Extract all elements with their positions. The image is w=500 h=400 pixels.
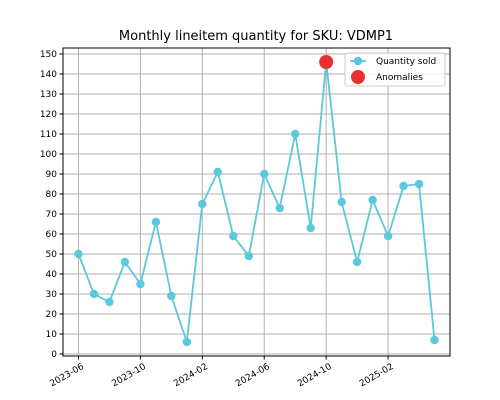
x-tick-label: 2023-06 xyxy=(48,362,86,390)
anomaly-point xyxy=(319,55,334,69)
data-point xyxy=(136,279,145,289)
legend: Quantity sold Anomalies xyxy=(344,52,446,87)
data-point xyxy=(105,297,114,307)
data-point xyxy=(229,231,238,241)
x-tick-label: 2024-06 xyxy=(234,362,272,390)
data-point xyxy=(244,251,253,261)
y-tick-label: 80 xyxy=(46,190,58,200)
y-tick-label: 130 xyxy=(40,90,57,100)
legend-label-quantity-sold: Quantity sold xyxy=(376,57,436,67)
data-point xyxy=(151,217,161,227)
axes: 0 10 20 30 40 50 60 70 80 90 100 110 120 130 140 150 202… xyxy=(40,50,396,389)
series-line-quantity-sold xyxy=(77,61,436,343)
anomaly-layer xyxy=(319,55,334,69)
y-tick-label: 120 xyxy=(40,110,57,120)
legend-label-anomalies: Anomalies xyxy=(376,73,423,83)
legend-box xyxy=(344,52,446,87)
data-point xyxy=(352,257,362,267)
y-tick-label: 30 xyxy=(46,290,58,300)
y-tick-label: 0 xyxy=(51,350,57,360)
data-point xyxy=(182,337,192,347)
data-point xyxy=(167,291,176,301)
data-point xyxy=(306,223,315,233)
data-point xyxy=(89,289,99,299)
y-tick-label: 40 xyxy=(46,270,58,280)
data-point xyxy=(198,199,207,209)
grid xyxy=(63,48,450,356)
y-tick-label: 20 xyxy=(46,310,58,320)
data-point xyxy=(260,169,269,179)
y-tick-label: 140 xyxy=(40,70,57,80)
data-point xyxy=(399,181,408,191)
y-tick-label: 90 xyxy=(46,170,58,180)
data-point xyxy=(430,335,439,345)
data-point xyxy=(275,203,284,213)
legend-marker-quantity-sold xyxy=(353,56,363,66)
data-point xyxy=(414,179,424,189)
plot-frame xyxy=(62,47,451,357)
y-tick-label: 100 xyxy=(40,150,57,160)
data-point xyxy=(368,195,377,205)
data-point xyxy=(337,197,346,207)
legend-marker-anomalies xyxy=(351,70,365,84)
y-tick-label: 50 xyxy=(46,250,58,260)
data-point xyxy=(291,129,300,139)
data-point xyxy=(383,231,393,241)
y-tick-label: 150 xyxy=(40,50,57,60)
x-tick-label: 2024-10 xyxy=(296,362,334,390)
data-point xyxy=(213,167,222,177)
y-tick-label: 110 xyxy=(40,130,57,140)
chart-title: Monthly lineitem quantity for SKU: VDMP1 xyxy=(119,29,393,44)
y-tick-label: 70 xyxy=(46,210,58,220)
data-point xyxy=(120,257,130,267)
y-tick-label: 10 xyxy=(46,330,58,340)
x-tick-label: 2023-10 xyxy=(110,362,148,390)
x-tick-label: 2024-02 xyxy=(172,362,210,389)
x-tick-label: 2025-02 xyxy=(358,362,396,389)
data-point xyxy=(74,249,83,259)
series-layer xyxy=(74,57,439,347)
y-tick-label: 60 xyxy=(46,230,58,240)
